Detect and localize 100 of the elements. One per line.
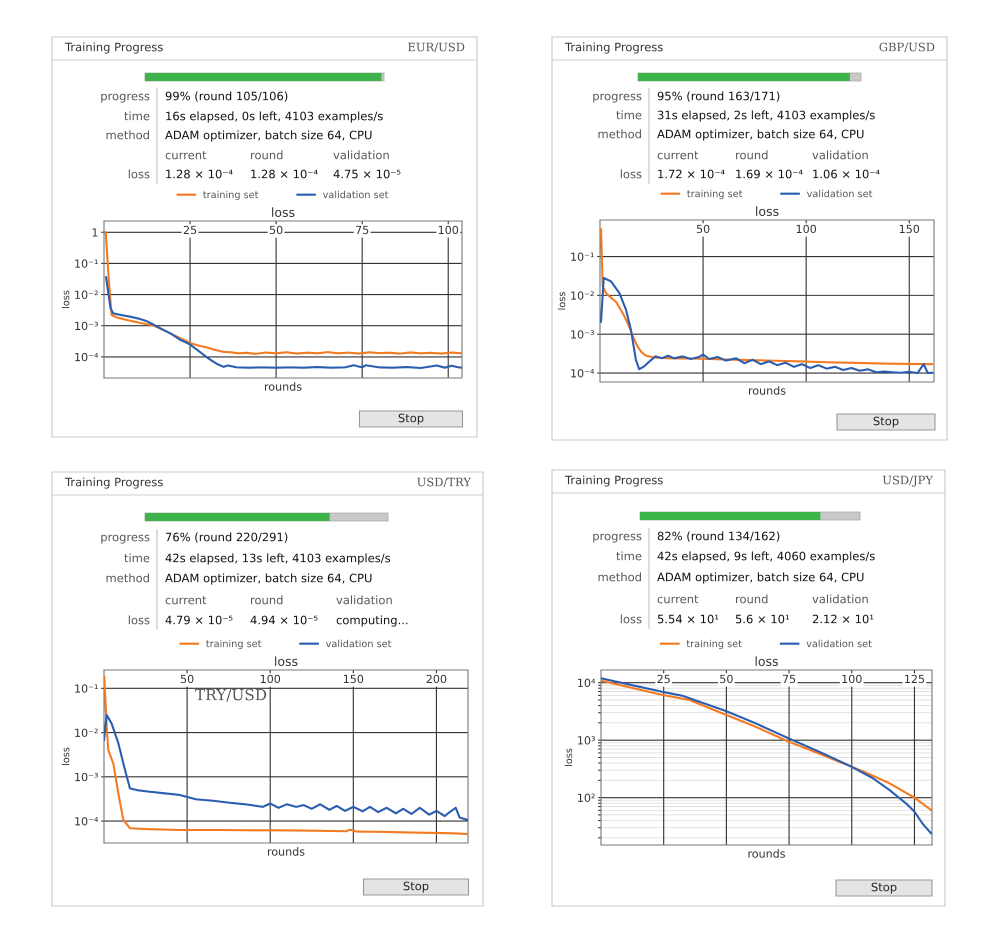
text: loss [620,614,642,624]
text: computing... [336,615,408,627]
y-tick-label: 10⁻¹ [571,252,594,261]
legend-label: validation set [806,190,872,198]
line-series [600,276,933,374]
x-tick-label: 100 [260,674,280,684]
x-axis-title: rounds [268,847,304,856]
x-tick-label: 100 [796,224,816,234]
y-axis-title: loss [62,290,70,308]
text: current [658,595,698,604]
data-label: 76% (round 220/291) [166,532,288,543]
y-tick-label: 1 [92,228,98,236]
text: validation [812,150,868,160]
y-tick-label: 10³ [578,736,595,745]
text: 1.06 × 10⁻⁴ [813,170,880,178]
x-axis-title: rounds [748,386,786,395]
text: Training Progress [564,475,663,487]
text: progress [593,534,642,543]
legend-label: training set [686,640,742,650]
y-tick-label: 10⁴ [578,678,596,688]
text: 4.75 × 10⁻⁵ [334,170,400,178]
text: EUR/USD [408,42,464,52]
text: ADAM optimizer, batch size 64, CPU [657,129,864,141]
y-tick-label: 10⁻⁴ [75,352,98,362]
text: loss [128,615,150,624]
text: round [736,594,768,604]
y-axis-title: loss [62,748,70,765]
chart-title: loss [272,207,294,218]
text: time [616,551,642,560]
text: Stop [404,882,428,893]
text: round [736,150,768,160]
x-tick-label: 100 [842,674,862,684]
text: Stop [872,882,896,894]
legend-label: training set [203,190,258,200]
chart-title: loss [756,656,778,666]
y-tick-label: 10⁻¹ [75,684,98,693]
x-axis-title: rounds [748,849,785,858]
text: ADAM optimizer, batch size 64, CPU [165,130,372,142]
x-tick-label: 125 [905,674,924,684]
text: method [598,129,641,138]
text: 2.12 × 10¹ [812,614,874,624]
x-axis-title: rounds [264,382,302,391]
text: current [166,151,206,160]
text: Training Progress [64,477,163,489]
text: time [124,111,150,120]
text: progress [101,534,150,544]
text: current [658,151,698,160]
text: loss [620,169,642,178]
text: progress [101,94,150,103]
chart-title: loss [275,656,298,666]
y-axis-title: loss [558,292,566,310]
x-tick-label: 50 [270,226,282,234]
text: 5.6 × 10¹ [736,614,789,624]
y-tick-label: 10⁻² [75,728,98,737]
y-tick-label: 10⁻² [571,291,594,300]
text: ADAM optimizer, batch size 64, CPU [165,573,372,585]
y-axis-title: loss [564,748,572,766]
text: validation [812,594,868,604]
legend-label: validation set [806,640,872,648]
text: time [124,553,150,562]
text: GBP/USD [879,42,934,52]
x-tick-label: 150 [344,674,364,684]
text: method [106,130,149,140]
annotation: TRY/USD [195,688,266,702]
data-label: 99% (round 105/106) [166,91,288,102]
line-series [104,676,468,836]
text: 16s elapsed, 0s left, 4103 examples/s [166,111,383,123]
x-tick-label: 75 [782,674,796,684]
y-tick-label: 10² [578,794,595,802]
x-tick-label: 200 [426,674,446,684]
text: current [166,596,206,604]
text: 1.28 × 10⁻⁴ [166,170,233,178]
text: 1.28 × 10⁻⁴ [251,170,318,178]
text: validation [333,150,389,160]
text: USD/TRY [417,478,472,488]
x-tick-label: 25 [657,674,670,684]
y-tick-label: 10⁻¹ [75,259,98,268]
x-tick-label: 150 [900,224,920,234]
y-tick-label: 10⁻³ [571,330,594,339]
text: Training Progress [564,42,663,54]
text: USD/JPY [882,476,934,487]
text: 4.94 × 10⁻⁵ [250,616,318,624]
text: round [251,150,282,160]
text: ADAM optimizer, batch size 64, CPU [657,572,864,584]
text: 42s elapsed, 9s left, 4060 examples/s [658,551,875,563]
line-series [105,276,462,370]
y-tick-label: 10⁻⁴ [571,369,594,378]
text: validation [336,595,392,604]
text: round [251,595,282,604]
data-label: 82% (round 134/162) [658,531,780,542]
text: Training Progress [64,42,163,54]
chart-title: loss [756,206,778,216]
line-series [104,714,468,821]
text: loss [128,169,150,178]
x-tick-label: 25 [184,226,196,234]
y-tick-label: 10⁻² [75,290,98,299]
x-tick-label: 100 [438,226,458,234]
x-tick-label: 50 [720,674,733,684]
text: 1.72 × 10⁻⁴ [658,170,725,178]
text: 5.54 × 10¹ [658,614,718,624]
